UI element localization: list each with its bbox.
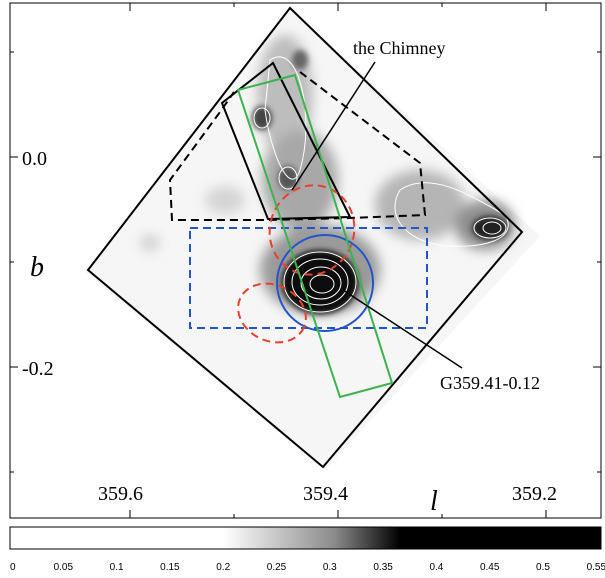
x-ray-emission-core — [252, 50, 508, 314]
x-tick-2: 359.2 — [512, 483, 557, 505]
colorbar-tick-label: 0.55 — [587, 562, 605, 573]
background-region — [168, 71, 427, 221]
colorbar-tick-label: 0.35 — [373, 562, 393, 573]
chimney-pointer — [291, 61, 376, 191]
colorbar — [9, 526, 602, 550]
colorbar-tick-labels: 0 0.05 0.1 0.15 0.2 0.25 0.3 0.35 0.4 0.45 0.5 0.55 — [10, 562, 605, 573]
colorbar-tick-label: 0.45 — [480, 562, 500, 573]
y-tick-0: 0.0 — [22, 148, 47, 170]
blue-circle-region — [276, 234, 374, 332]
source-label: G359.41-0.12 — [440, 373, 540, 393]
colorbar-tick-label: 0.3 — [323, 562, 337, 573]
x-axis-symbol: l — [430, 486, 438, 517]
red-regions — [237, 184, 356, 344]
colorbar-tick-label: 0.2 — [216, 562, 230, 573]
colorbar-tick-label: 0.4 — [429, 562, 443, 573]
colorbar-tick-label: 0.15 — [160, 562, 180, 573]
colorbar-tick-label: 0.05 — [54, 562, 74, 573]
tick-marks — [10, 3, 601, 518]
green-slit-region — [236, 73, 394, 399]
y-axis-symbol: b — [30, 252, 44, 283]
colorbar-tick-label: 0 — [10, 562, 16, 573]
colorbar-tick-label: 0.1 — [110, 562, 124, 573]
x-tick-1: 359.4 — [303, 483, 348, 505]
y-tick-1: -0.2 — [22, 358, 54, 380]
chimney-label: the Chimney — [353, 38, 446, 58]
colorbar-tick-label: 0.25 — [267, 562, 287, 573]
x-tick-0: 359.6 — [98, 483, 143, 505]
colorbar-tick-label: 0.5 — [536, 562, 550, 573]
source-pointer — [342, 289, 463, 369]
